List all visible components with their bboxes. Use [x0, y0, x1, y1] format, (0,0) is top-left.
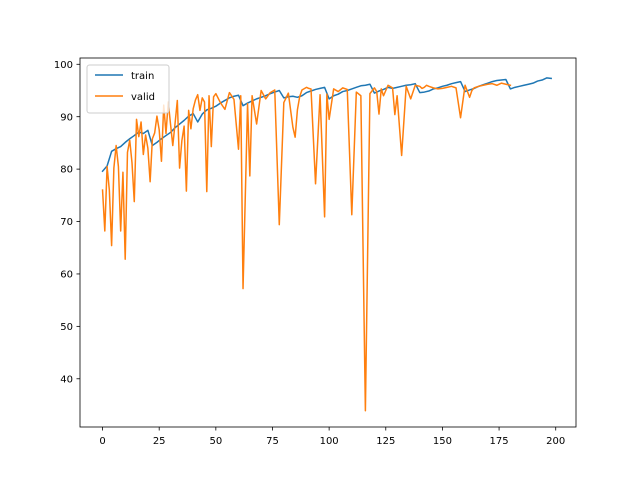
- x-tick-label: 50: [209, 436, 222, 447]
- x-tick-label: 75: [266, 436, 279, 447]
- legend: train valid: [86, 64, 170, 114]
- x-tick-label: 0: [99, 436, 105, 447]
- y-tick-label: 60: [60, 270, 73, 281]
- x-tick-label: 125: [376, 436, 395, 447]
- x-tick-label: 200: [546, 436, 565, 447]
- x-tick-label: 175: [490, 436, 509, 447]
- y-tick-label: 90: [60, 112, 73, 123]
- axes-frame: [79, 57, 577, 428]
- legend-label-valid: valid: [131, 92, 155, 103]
- y-tick-label: 100: [54, 60, 73, 71]
- y-tick-label: 50: [60, 322, 73, 333]
- y-tick-label: 70: [60, 217, 73, 228]
- y-tick-label: 40: [60, 374, 73, 385]
- x-tick-label: 100: [320, 436, 339, 447]
- series-layer: [101, 77, 553, 412]
- legend-label-train: train: [131, 71, 154, 82]
- series-line-valid: [101, 82, 512, 412]
- x-tick-label: 150: [433, 436, 452, 447]
- axes-layer: 0 25 50 75 100 125 150 175 200 40 50 60 70 80 90 100: [54, 57, 577, 447]
- legend-frame: [86, 64, 170, 114]
- y-tick-label: 80: [60, 165, 73, 176]
- x-tick-label: 25: [153, 436, 166, 447]
